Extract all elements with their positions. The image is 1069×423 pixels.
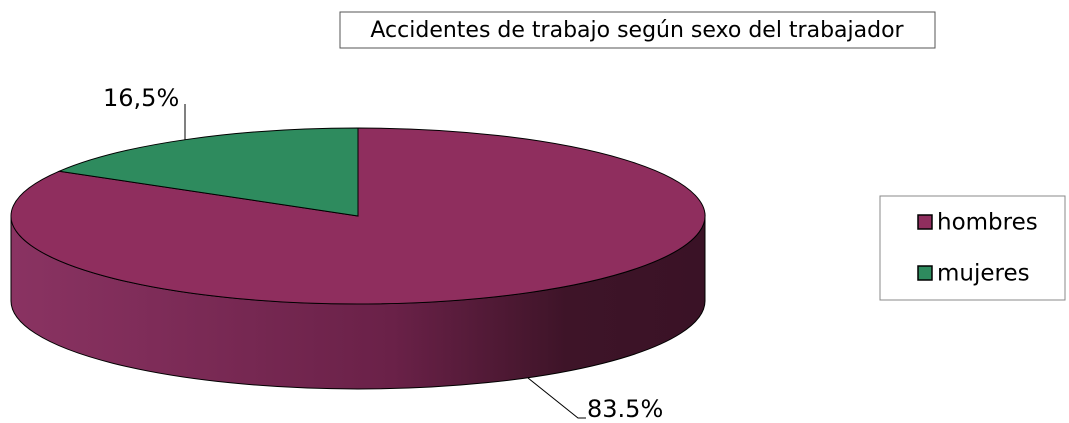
chart-title: Accidentes de trabajo según sexo del tra… <box>370 18 904 43</box>
legend-swatch <box>917 265 933 281</box>
data-label: 16,5% <box>103 84 179 112</box>
title-box <box>339 11 936 49</box>
legend-label: mujeres <box>937 261 1030 287</box>
leader-line <box>527 377 586 419</box>
legend-swatch <box>917 214 933 230</box>
pie-slice <box>57 127 359 217</box>
pie-slice <box>10 127 706 305</box>
legend-label: hombres <box>937 210 1038 236</box>
data-label: 83.5% <box>587 395 663 423</box>
legend-box <box>879 195 1066 301</box>
